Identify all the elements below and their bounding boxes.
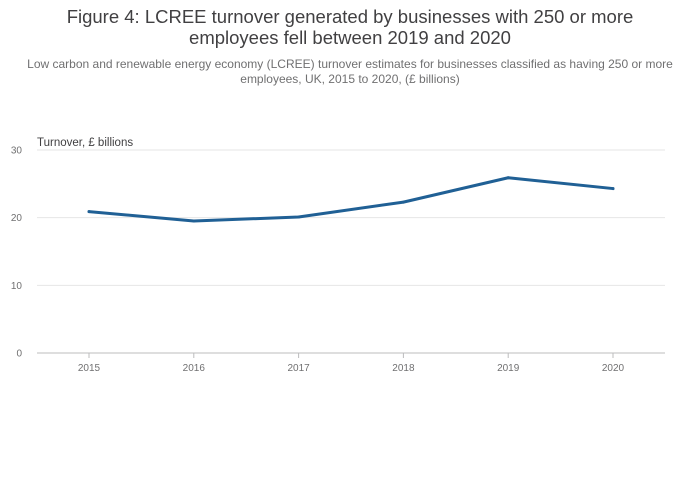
y-axis-label: Turnover, £ billions (37, 137, 133, 149)
x-tick-label: 2018 (392, 363, 415, 374)
y-tick-label: 30 (11, 146, 23, 157)
x-axis-ticks: 2015 2016 2017 2018 2019 2020 (78, 353, 625, 374)
data-point[interactable] (192, 219, 196, 223)
data-point[interactable] (87, 210, 91, 214)
y-tick-label: 10 (11, 281, 23, 292)
y-axis-ticks: 0 10 20 30 (11, 146, 23, 360)
x-tick-label: 2016 (183, 363, 206, 374)
series-layer (87, 176, 615, 223)
chart-subtitle: Low carbon and renewable energy economy … (27, 57, 673, 86)
y-tick-label: 0 (16, 349, 22, 360)
chart-title: Figure 4: LCREE turnover generated by bu… (66, 6, 634, 48)
series-line (87, 176, 615, 223)
data-point[interactable] (611, 187, 615, 191)
gridlines (37, 149, 665, 354)
x-tick-label: 2019 (497, 363, 520, 374)
y-tick-label: 20 (11, 213, 23, 224)
data-point[interactable] (297, 215, 301, 219)
x-tick-label: 2015 (78, 363, 101, 374)
data-point[interactable] (401, 200, 405, 204)
data-point[interactable] (506, 176, 510, 180)
x-tick-label: 2017 (287, 363, 310, 374)
x-tick-label: 2020 (602, 363, 625, 374)
